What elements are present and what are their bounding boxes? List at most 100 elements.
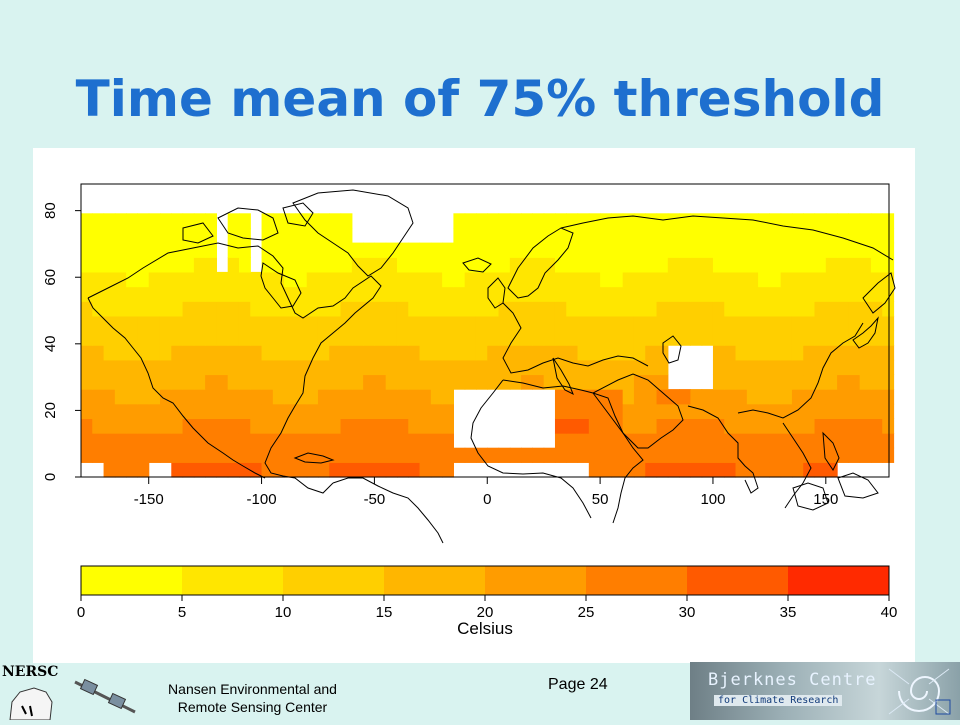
grid-cell	[92, 403, 105, 419]
grid-cell	[679, 447, 691, 463]
grid-cell	[656, 330, 669, 346]
grid-cell	[148, 301, 161, 317]
grid-cell	[171, 418, 184, 434]
grid-cell	[171, 242, 184, 258]
grid-cell	[182, 242, 195, 258]
grid-cell	[171, 447, 184, 463]
grid-cell	[329, 242, 342, 258]
grid-cell	[645, 257, 658, 273]
grid-cell	[837, 345, 849, 361]
grid-cell	[137, 345, 150, 361]
grid-cell	[475, 345, 488, 361]
grid-cell	[870, 447, 883, 463]
grid-cell	[848, 213, 861, 229]
grid-cell	[588, 389, 601, 405]
grid-cell	[272, 433, 285, 449]
grid-cell	[712, 374, 725, 390]
grid-cell	[340, 433, 353, 449]
grid-cell	[848, 315, 861, 332]
grid-cell	[656, 301, 669, 317]
grid-cell	[837, 315, 849, 332]
grid-cell	[769, 227, 782, 244]
grid-cell	[859, 242, 872, 258]
grid-cell	[554, 359, 567, 376]
grid-cell	[837, 257, 849, 273]
grid-cell	[340, 418, 353, 434]
grid-cell	[487, 374, 500, 390]
grid-cell	[859, 271, 872, 288]
grid-cell	[758, 374, 770, 390]
grid-cell	[814, 213, 827, 229]
grid-cell	[701, 213, 714, 229]
grid-cell	[81, 257, 93, 273]
grid-cell	[588, 447, 601, 463]
grid-cell	[159, 330, 172, 346]
grid-cell	[250, 418, 263, 434]
grid-cell	[769, 374, 782, 390]
grid-cell	[701, 447, 714, 463]
grid-cell	[521, 271, 533, 288]
grid-cell	[430, 389, 443, 405]
grid-cell	[171, 257, 184, 273]
grid-cell	[791, 359, 804, 376]
grid-cell	[735, 315, 748, 332]
grid-cell	[848, 433, 861, 449]
grid-cell	[114, 330, 127, 346]
grid-cell	[351, 242, 364, 258]
grid-cell	[859, 389, 872, 405]
grid-cell	[227, 227, 240, 244]
grid-cell	[600, 462, 612, 478]
colorbar-swatch	[81, 566, 183, 595]
grid-cell	[509, 286, 522, 302]
grid-cell	[137, 359, 150, 376]
grid-cell	[724, 389, 737, 405]
grid-cell	[193, 257, 206, 273]
grid-cell	[667, 462, 680, 478]
grid-cell	[814, 374, 827, 390]
grid-cell	[758, 447, 770, 463]
grid-cell	[633, 286, 646, 302]
grid-cell	[137, 315, 150, 332]
grid-cell	[679, 286, 691, 302]
grid-cell	[780, 271, 793, 288]
grid-cell	[588, 418, 601, 434]
grid-cell	[645, 301, 658, 317]
grid-cell	[690, 403, 703, 419]
grid-cell	[837, 330, 849, 346]
grid-cell	[159, 345, 172, 361]
grid-cell	[340, 345, 353, 361]
grid-cell	[882, 374, 895, 390]
grid-cell	[633, 403, 646, 419]
grid-cell	[577, 374, 590, 390]
grid-cell	[780, 403, 793, 419]
grid-cell	[780, 315, 793, 332]
grid-cell	[182, 345, 195, 361]
grid-cell	[825, 286, 838, 302]
grid-cell	[712, 433, 725, 449]
grid-cell	[419, 462, 432, 478]
grid-cell	[464, 374, 477, 390]
grid-cell	[882, 345, 895, 361]
grid-cell	[532, 447, 545, 463]
grid-cell	[803, 359, 816, 376]
grid-cell	[385, 242, 398, 258]
grid-cell	[758, 462, 770, 478]
grid-cell	[735, 418, 748, 434]
grid-cell	[396, 286, 409, 302]
grid-cell	[238, 227, 251, 244]
grid-cell	[227, 462, 240, 478]
grid-cell	[182, 330, 195, 346]
grid-cell	[870, 418, 883, 434]
grid-cell	[746, 242, 759, 258]
grid-cell	[746, 257, 759, 273]
x-tick-label: -150	[134, 491, 164, 508]
grid-cell	[633, 330, 646, 346]
grid-cell	[363, 359, 375, 376]
grid-cell	[261, 345, 274, 361]
grid-cell	[238, 359, 251, 376]
nersc-logo: NERSC	[0, 662, 145, 721]
grid-cell	[566, 301, 579, 317]
grid-cell	[193, 374, 206, 390]
grid-cell	[712, 271, 725, 288]
bjerknes-logo-title: Bjerknes Centre	[708, 670, 877, 690]
